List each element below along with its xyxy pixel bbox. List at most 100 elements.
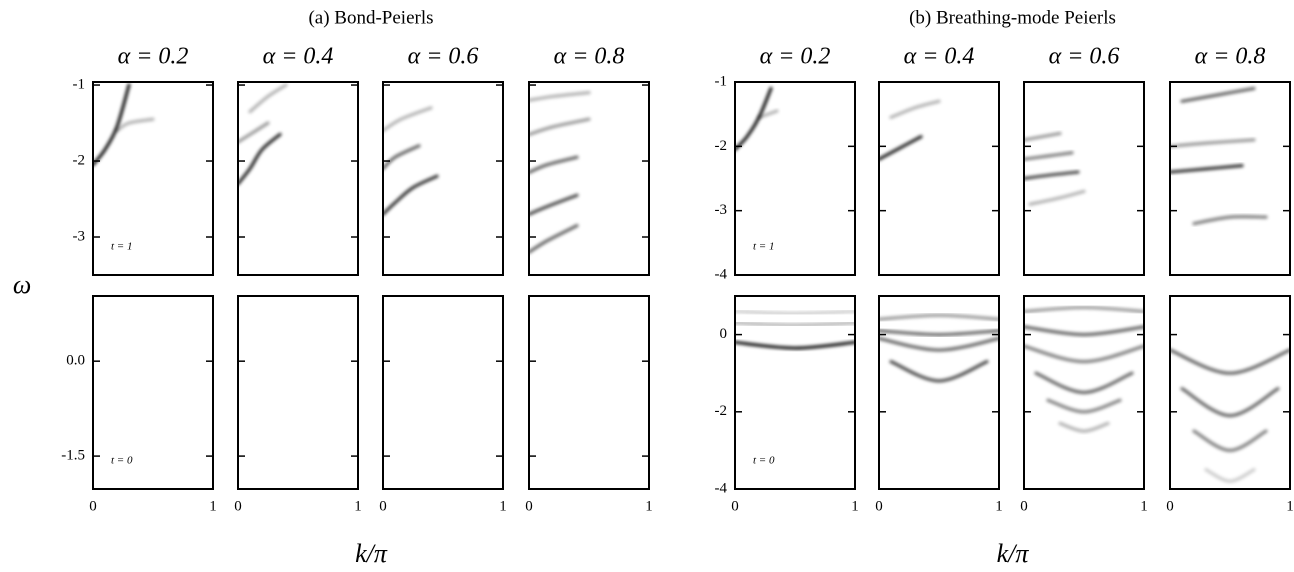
- spectral-band: [1180, 387, 1280, 418]
- panel-frame: [1169, 81, 1291, 276]
- panel-plot: [383, 106, 439, 216]
- y-tick-label: -1: [715, 73, 728, 89]
- panel-frame: [237, 295, 359, 490]
- panel-frame: [92, 81, 214, 276]
- spectral-band: [383, 174, 439, 216]
- spectral-band: [383, 144, 421, 171]
- y-tick-label: -2: [715, 138, 728, 154]
- x-tick-label: 0: [1166, 498, 1174, 514]
- spectral-band: [879, 313, 999, 321]
- spectral-band: [383, 106, 433, 133]
- y-tick-label: -2: [73, 152, 86, 168]
- x-tick-label: 0: [1020, 498, 1028, 514]
- spectral-band: [529, 155, 579, 175]
- x-tick-label: 0: [234, 498, 242, 514]
- spectral-band: [529, 193, 579, 216]
- panel-plot: [735, 86, 779, 152]
- panel-frame: [92, 295, 214, 490]
- x-tick-label: 1: [851, 498, 859, 514]
- panel-frame: [1169, 295, 1291, 490]
- panel-frame: [1023, 81, 1145, 276]
- spectral-band: [879, 336, 999, 352]
- spectral-band: [529, 224, 579, 254]
- y-tick-label: -4: [715, 266, 728, 282]
- panel-plot: [383, 308, 503, 430]
- panel-title: α = 0.2: [760, 44, 831, 70]
- x-axis-label: k/π: [355, 539, 388, 568]
- panel-frame: [237, 81, 359, 276]
- panel-plot: [529, 312, 649, 465]
- y-tick-label: -3: [715, 202, 728, 218]
- x-tick-label: 1: [645, 498, 653, 514]
- spectral-band: [735, 86, 773, 152]
- panel-annotation: t = 0: [111, 455, 133, 467]
- spectral-band: [1024, 344, 1144, 364]
- panel-annotation: t = 1: [753, 241, 774, 253]
- spectral-band: [889, 99, 941, 119]
- panel-plot: [1170, 305, 1290, 483]
- spectral-band: [735, 321, 855, 327]
- panel-plot: [735, 309, 855, 350]
- panel-plot: [93, 83, 155, 167]
- y-tick-label: -2: [715, 403, 728, 419]
- y-tick-label: -3: [73, 228, 86, 244]
- spectral-band: [879, 329, 999, 337]
- y-tick-label: -1: [73, 76, 86, 92]
- x-tick-label: 0: [525, 498, 533, 514]
- panel-frame: [878, 295, 1000, 490]
- panel-title: α = 0.4: [263, 44, 334, 70]
- spectral-band: [735, 309, 855, 315]
- x-tick-label: 1: [1140, 498, 1148, 514]
- spectral-band: [1024, 131, 1062, 142]
- panel-title: α = 0.8: [554, 44, 625, 70]
- panel-plot: [879, 99, 941, 161]
- y-tick-label: 0: [720, 326, 728, 342]
- spectral-band: [1170, 138, 1256, 148]
- y-tick-label: -4: [715, 480, 728, 496]
- spectral-band: [735, 340, 855, 350]
- panel-title: α = 0.8: [1195, 44, 1266, 70]
- spectral-band: [529, 91, 591, 102]
- spectral-band: [1180, 86, 1256, 103]
- panel-frame: [382, 295, 504, 490]
- spectral-band: [1046, 398, 1122, 414]
- spectral-band: [1024, 151, 1074, 161]
- x-tick-label: 0: [89, 498, 97, 514]
- panel-frame: [1023, 295, 1145, 490]
- panel-plot: [1024, 305, 1144, 433]
- y-tick-label: -1.5: [61, 448, 85, 464]
- spectral-band: [238, 132, 282, 186]
- spectral-band: [1028, 189, 1086, 206]
- x-axis-label: k/π: [997, 539, 1030, 568]
- group-title: (a) Bond-Peierls: [308, 7, 433, 28]
- spectral-band: [757, 109, 779, 119]
- x-tick-label: 0: [731, 498, 739, 514]
- spectral-band: [889, 360, 989, 383]
- panel-plot: [238, 315, 358, 395]
- group-title: (b) Breathing-mode Peierls: [909, 7, 1116, 28]
- x-tick-label: 1: [499, 498, 507, 514]
- spectral-band: [93, 83, 131, 167]
- x-tick-label: 1: [354, 498, 362, 514]
- x-tick-label: 1: [209, 498, 217, 514]
- panel-title: α = 0.4: [904, 44, 975, 70]
- spectral-band: [1058, 421, 1110, 433]
- y-tick-label: 0.0: [66, 353, 85, 369]
- panel-frame: [878, 81, 1000, 276]
- panel-plot: [93, 331, 213, 373]
- panel-plot: [1170, 86, 1268, 226]
- x-tick-label: 0: [379, 498, 387, 514]
- panel-plot: [879, 313, 999, 383]
- spectral-band: [1034, 371, 1134, 395]
- spectral-band: [1024, 325, 1144, 337]
- spectral-band: [1204, 468, 1256, 483]
- spectral-band: [1192, 429, 1268, 453]
- spectral-band: [115, 117, 155, 133]
- y-axis-label: ω: [13, 270, 31, 299]
- panel-frame: [382, 81, 504, 276]
- x-tick-label: 0: [875, 498, 883, 514]
- panel-annotation: t = 1: [111, 241, 132, 253]
- panel-plot: [1024, 131, 1086, 206]
- panel-plot: [529, 91, 591, 254]
